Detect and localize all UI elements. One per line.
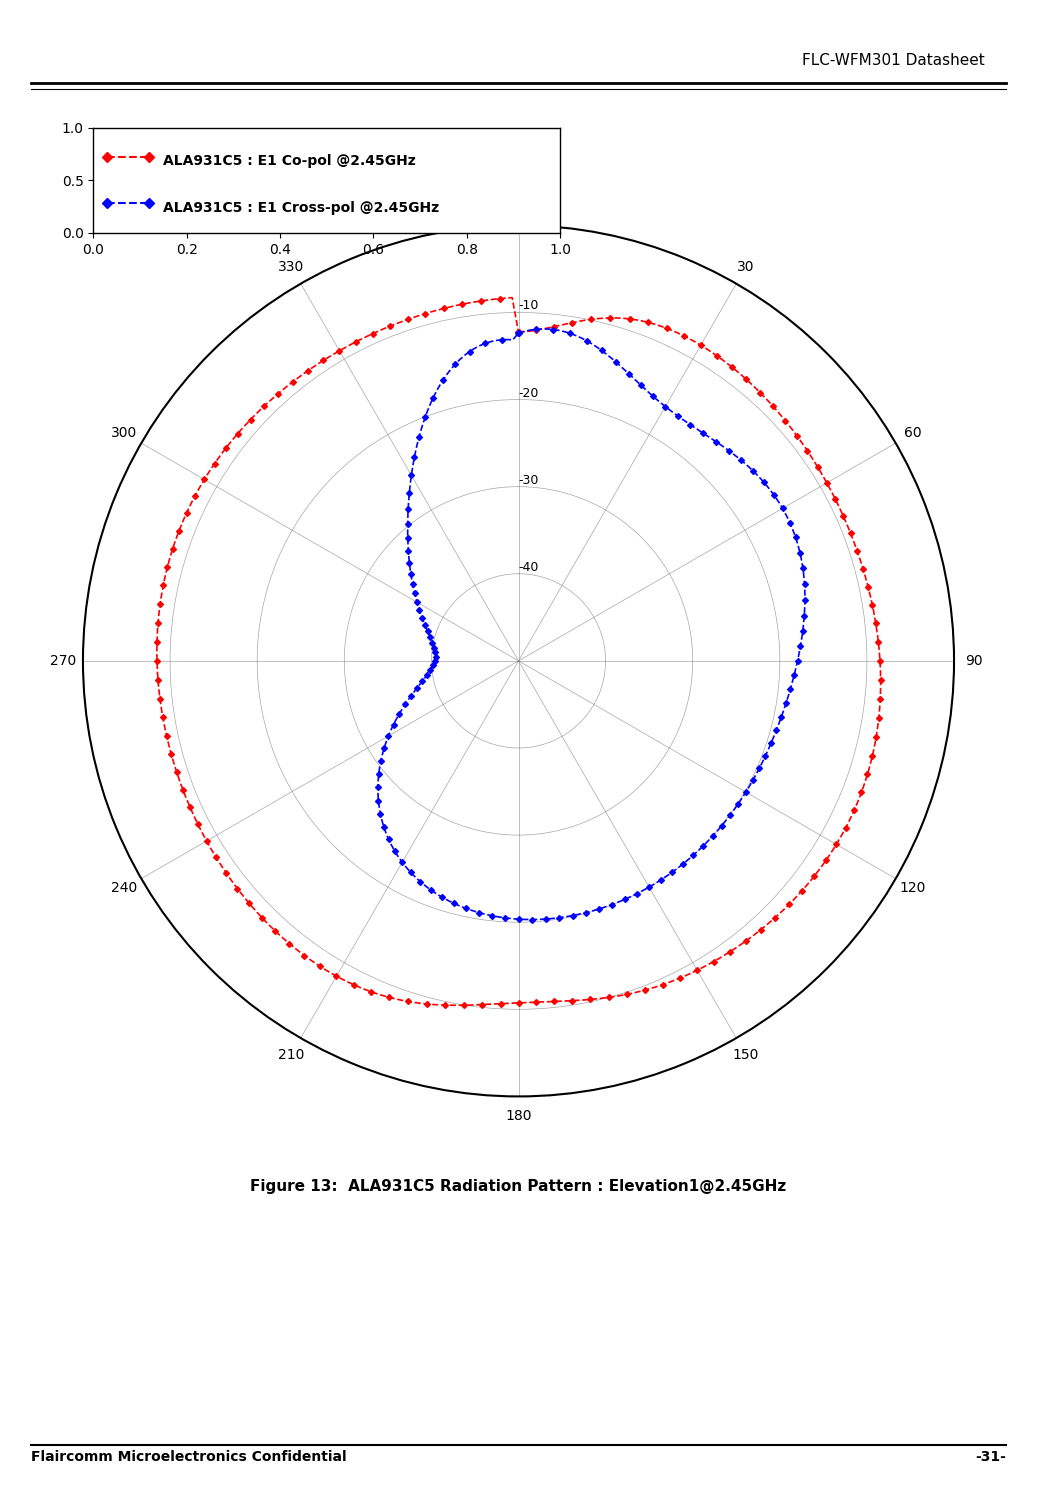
Text: ALA931C5 : E1 Co-pol @2.45GHz: ALA931C5 : E1 Co-pol @2.45GHz <box>164 155 416 168</box>
Text: Figure 13:  ALA931C5 Radiation Pattern : Elevation1@2.45GHz: Figure 13: ALA931C5 Radiation Pattern : … <box>250 1179 787 1194</box>
Text: ALA931C5 : E1 Cross-pol @2.45GHz: ALA931C5 : E1 Cross-pol @2.45GHz <box>164 201 440 215</box>
Text: -31-: -31- <box>975 1451 1006 1464</box>
Text: Flaircomm Microelectronics Confidential: Flaircomm Microelectronics Confidential <box>31 1451 346 1464</box>
Text: FLC-WFM301 Datasheet: FLC-WFM301 Datasheet <box>803 53 985 68</box>
